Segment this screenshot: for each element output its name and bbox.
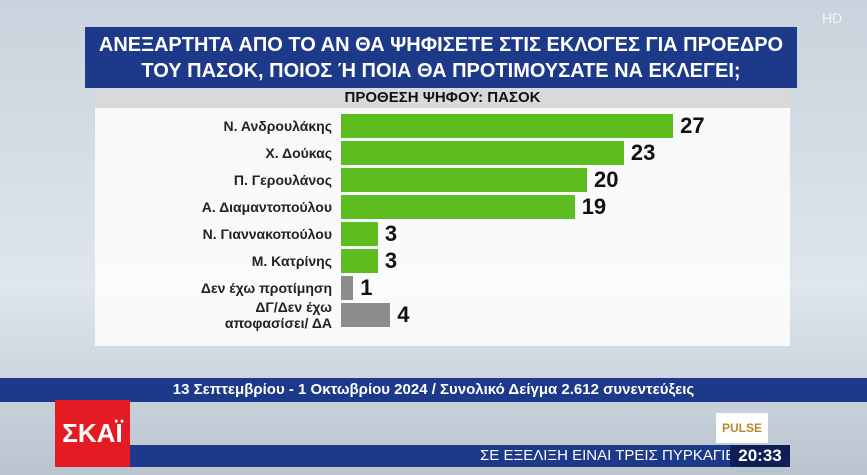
bar: [341, 195, 575, 219]
value-label: 27: [680, 113, 705, 138]
value-label: 20: [594, 167, 619, 192]
clock: 20:33: [730, 445, 790, 467]
category-label: ΔΓ/Δεν έχω αποφασίσει/ ΔΑ: [224, 299, 332, 331]
bar: [341, 303, 391, 327]
bar: [341, 222, 378, 246]
category-label: Χ. Δούκας: [265, 145, 332, 161]
category-label: Ν. Γιαννακοπούλου: [202, 226, 332, 242]
bar: [341, 168, 587, 192]
value-label: 19: [581, 194, 607, 219]
bar: [341, 141, 624, 165]
chart-title: ΑΝΕΞΑΡΤΗΤΑ ΑΠΟ ΤΟ ΑΝ ΘΑ ΨΗΦΙΣΕΤΕ ΣΤΙΣ ΕΚ…: [85, 27, 797, 88]
news-ticker: ΣΕ ΕΞΕΛΙΞΗ ΕΙΝΑΙ ΤΡΕΙΣ ΠΥΡΚΑΓΙΕΣ ΣΤΗΝ Η: [130, 445, 730, 467]
channel-logo: ΣΚΑΪ: [55, 400, 130, 467]
value-label: 3: [384, 248, 398, 273]
category-label: Ν. Ανδρουλάκης: [223, 118, 332, 134]
value-label: 3: [384, 221, 398, 246]
pollster-logo: PULSE: [716, 413, 768, 443]
value-label: 1: [360, 275, 373, 300]
category-label: Π. Γερουλάνος: [233, 172, 332, 188]
hd-badge: HD: [822, 10, 843, 26]
chart-note: 13 Σεπτεμβρίου - 1 Οκτωβρίου 2024 / Συνο…: [0, 378, 867, 402]
bar: [341, 114, 674, 138]
category-label: Α. Διαμαντοπούλου: [201, 199, 332, 215]
value-label: 23: [630, 140, 656, 165]
chart-subtitle: ΠΡΟΘΕΣΗ ΨΗΦΟΥ: ΠΑΣΟΚ: [95, 88, 790, 108]
category-label: Μ. Κατρίνης: [251, 253, 332, 269]
bar: [341, 249, 378, 273]
value-label: 4: [397, 302, 410, 327]
category-label: Δεν έχω προτίμηση: [200, 280, 332, 296]
bar: [341, 276, 354, 300]
